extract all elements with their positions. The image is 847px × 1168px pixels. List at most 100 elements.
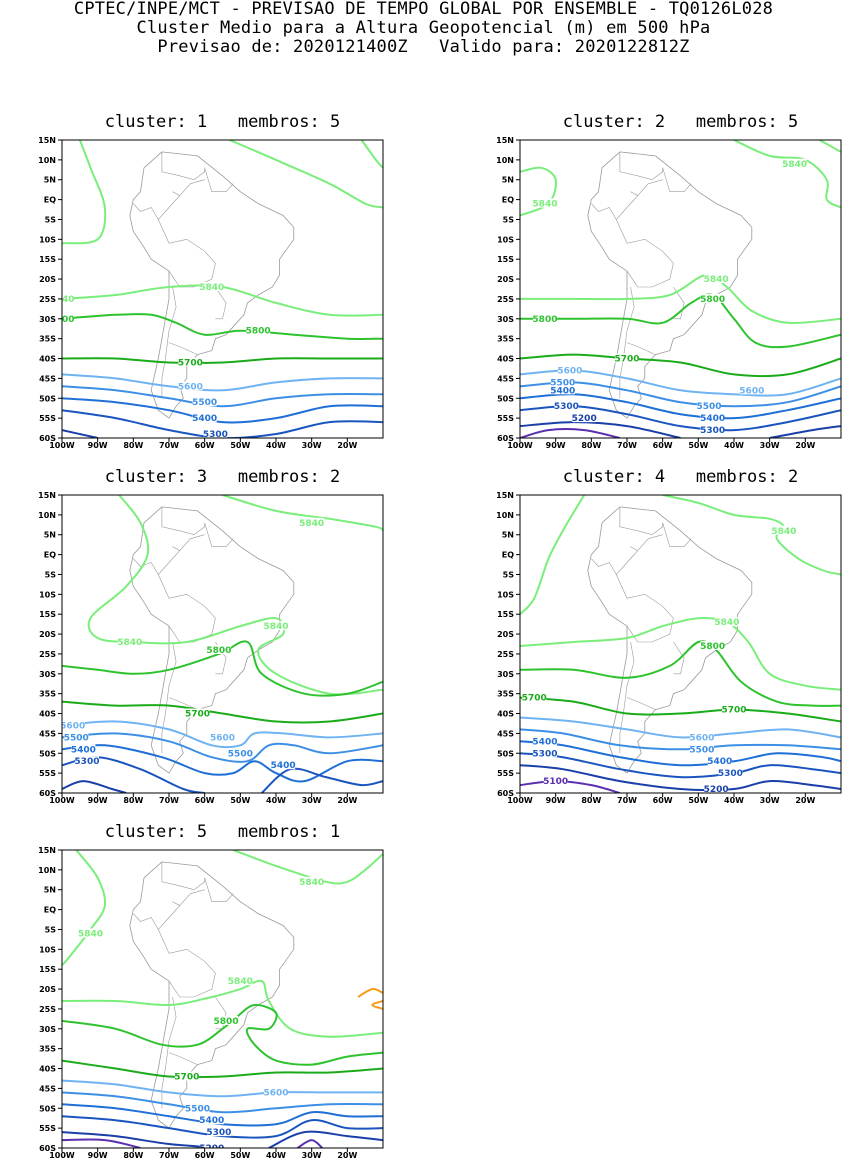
lon-tick-label: 70W	[159, 796, 179, 805]
lat-tick-label: 25S	[39, 650, 56, 659]
contour-label-bg	[199, 1143, 224, 1148]
contour-5500	[62, 385, 383, 408]
coastline	[587, 151, 753, 419]
contour-label: 5800	[700, 295, 725, 305]
contour-label: 5840	[299, 519, 324, 529]
lon-tick-label: 70W	[159, 1151, 179, 1160]
lat-tick-label: 10N	[38, 511, 56, 520]
cluster-map: 5840 5840 5800 5800 5700 5600 5500 5400 5300 15N 1…	[38, 136, 384, 450]
country-border	[619, 286, 635, 399]
lon-tick-label: 80W	[123, 796, 143, 805]
contour-label-bg	[78, 928, 103, 938]
map-frame	[519, 494, 842, 794]
lon-tick-label: 30W	[760, 796, 780, 805]
lon-tick-label: 20W	[795, 441, 815, 450]
lon-tick-label: 50W	[688, 796, 708, 805]
contour-5500	[62, 732, 383, 763]
header-title-line1: CPTEC/INPE/MCT - PREVISAO DE TEMPO GLOBA…	[73, 0, 774, 19]
contour-label: 5400	[550, 386, 575, 396]
lat-tick-label: 30S	[39, 1025, 56, 1034]
contour-label: 5700	[522, 694, 547, 704]
lat-tick-label: 55S	[39, 1124, 56, 1133]
lat-tick-label: EQ	[502, 551, 514, 560]
contour-label-bg	[550, 385, 575, 395]
contour-5840	[232, 850, 383, 885]
contour-label: 5600	[263, 1088, 288, 1098]
contour-5840	[62, 850, 107, 966]
contour-label: 5840	[199, 283, 224, 293]
contour-5840	[733, 140, 841, 209]
contour-label: 5400	[707, 757, 732, 767]
contour-label: 5300	[532, 749, 557, 759]
lat-tick-label: 25S	[39, 1005, 56, 1014]
lat-tick-label: 15N	[38, 491, 56, 500]
contour-label: 5700	[174, 1072, 199, 1082]
contour-label: 5600	[689, 733, 714, 743]
contour-5300	[62, 409, 383, 438]
contour-label: 5600	[210, 733, 235, 743]
lat-tick-label: 15S	[39, 965, 56, 974]
lat-tick-label: 5S	[45, 925, 57, 934]
map-content: 5840 5840 5840 5800 5800 5700 5600 5600 5500 5500…	[520, 140, 841, 438]
contour-label-bg	[210, 732, 235, 742]
contour-label: 5800	[49, 315, 74, 325]
contour-label: 5840	[714, 618, 739, 628]
lat-tick-label: 20S	[497, 275, 514, 284]
lat-tick-label: 20S	[39, 630, 56, 639]
country-border	[204, 877, 234, 902]
lat-tick-label: 60S	[39, 789, 56, 798]
contour-label-bg	[228, 976, 253, 986]
lat-tick-label: 60S	[497, 434, 514, 443]
lon-tick-label: 70W	[617, 441, 637, 450]
contour-5700	[62, 357, 383, 365]
contour-5400	[62, 744, 383, 783]
lat-tick-label: 10N	[38, 156, 56, 165]
chart-header: CPTEC/INPE/MCT - PREVISAO DE TEMPO GLOBA…	[0, 0, 847, 57]
map-content: 5840 5840 5800 5700 5700 5600 5500 5400 5400 5300…	[520, 495, 841, 793]
lat-tick-label: 5N	[44, 531, 56, 540]
contour-label-bg	[62, 293, 74, 303]
lat-tick-label: 60S	[497, 789, 514, 798]
lat-tick-label: 10N	[496, 511, 514, 520]
lon-tick-label: 20W	[337, 796, 357, 805]
contour-label: 5600	[557, 366, 582, 376]
contour-label: 5400	[199, 1116, 224, 1126]
map-content: 5840 5840 5800 5800 5700 5600 5500 5400 5300	[49, 140, 383, 438]
cluster-panel-4: cluster: 4 membros: 2 5840 5840 5800 5700 570…	[458, 467, 842, 813]
contour-label: 5400	[700, 414, 725, 424]
lon-tick-label: 40W	[724, 441, 744, 450]
country-border	[626, 593, 674, 643]
country-border	[168, 238, 216, 288]
contour-label-bg	[185, 1103, 210, 1113]
contour-label: 5840	[117, 638, 142, 648]
lat-tick-label: 10S	[497, 590, 514, 599]
contour-5700	[520, 696, 841, 723]
lat-tick-label: 15N	[38, 846, 56, 855]
contour-label-bg	[771, 525, 796, 535]
contour-label: 5600	[178, 382, 203, 392]
contour-5840	[520, 495, 586, 615]
lat-tick-label: 55S	[39, 769, 56, 778]
contour-label-bg	[192, 413, 217, 423]
country-border	[662, 522, 692, 547]
contour-5400	[62, 1103, 383, 1127]
contour-5900	[371, 1000, 383, 1010]
country-border	[619, 506, 663, 536]
contour-label: 5800	[532, 315, 557, 325]
lat-tick-label: 55S	[497, 769, 514, 778]
contour-label: 5500	[192, 398, 217, 408]
contour-5200	[62, 780, 127, 793]
country-border	[615, 546, 639, 599]
contour-label-bg	[704, 274, 729, 284]
contour-label: 5400	[71, 745, 96, 755]
contour-label-bg	[64, 732, 89, 742]
contour-5600	[62, 373, 383, 392]
lat-tick-label: EQ	[44, 551, 56, 560]
contour-5200	[520, 421, 681, 438]
contour-label: 5700	[178, 359, 203, 369]
country-border	[168, 342, 198, 355]
lat-tick-label: 5N	[44, 176, 56, 185]
contour-label-bg	[697, 401, 722, 411]
country-border	[161, 506, 205, 536]
lon-tick-label: 90W	[546, 796, 566, 805]
